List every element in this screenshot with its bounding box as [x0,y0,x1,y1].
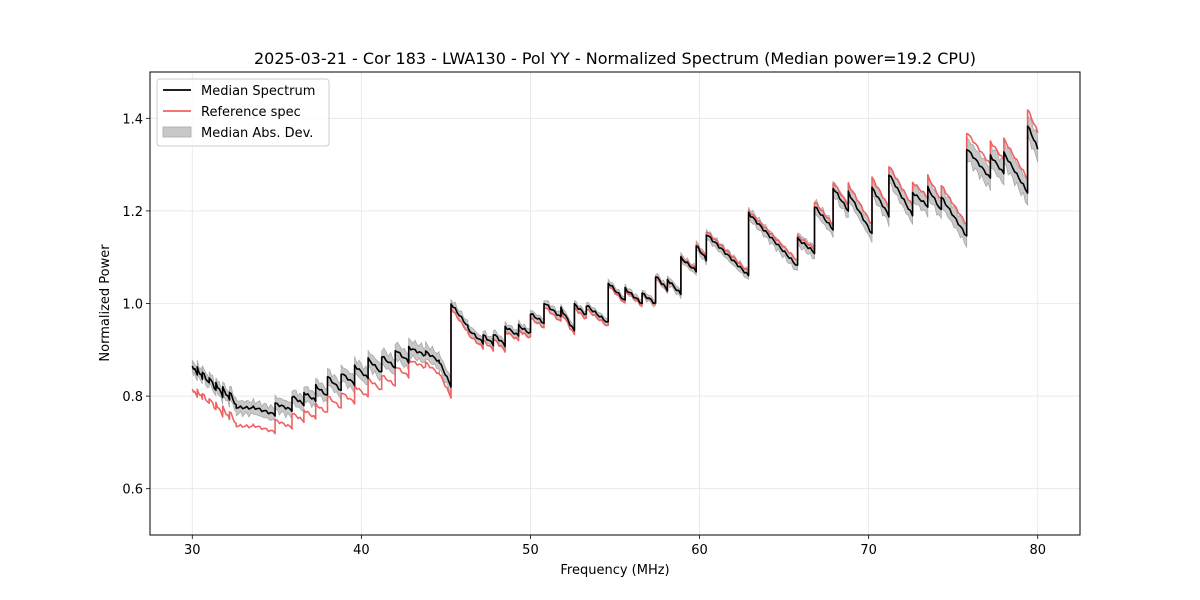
x-tick-label: 70 [860,543,877,558]
y-tick-label: 1.2 [122,205,143,220]
y-tick-label: 0.8 [122,390,143,405]
mad-band [191,115,1039,423]
x-axis-label: Frequency (MHz) [560,563,669,578]
legend-mad-label: Median Abs. Dev. [201,126,313,141]
median-line-group [191,125,1039,417]
reference-spectrum-line [191,109,1039,435]
x-tick-label: 30 [184,543,201,558]
x-tick-label: 60 [691,543,708,558]
y-axis: 0.6 0.8 1.0 1.2 1.4 [122,112,150,498]
x-tick-label: 80 [1029,543,1046,558]
legend-median-label: Median Spectrum [201,84,315,99]
y-axis-label: Normalized Power [98,244,113,362]
y-tick-label: 1.0 [122,298,143,313]
y-tick-label: 1.4 [122,112,143,127]
legend-reference-label: Reference spec [201,105,301,120]
reference-line-group [191,109,1039,435]
y-tick-label: 0.6 [122,483,143,498]
x-axis: 30 40 50 60 70 80 [184,535,1046,558]
legend: Median Spectrum Reference spec Median Ab… [156,78,330,147]
legend-box [156,78,330,147]
chart-title: 2025-03-21 - Cor 183 - LWA130 - Pol YY -… [254,49,976,68]
legend-mad-swatch [162,126,192,138]
x-tick-label: 50 [522,543,539,558]
x-tick-label: 40 [353,543,370,558]
median-spectrum-line [191,125,1039,417]
mad-band-group [191,115,1039,423]
